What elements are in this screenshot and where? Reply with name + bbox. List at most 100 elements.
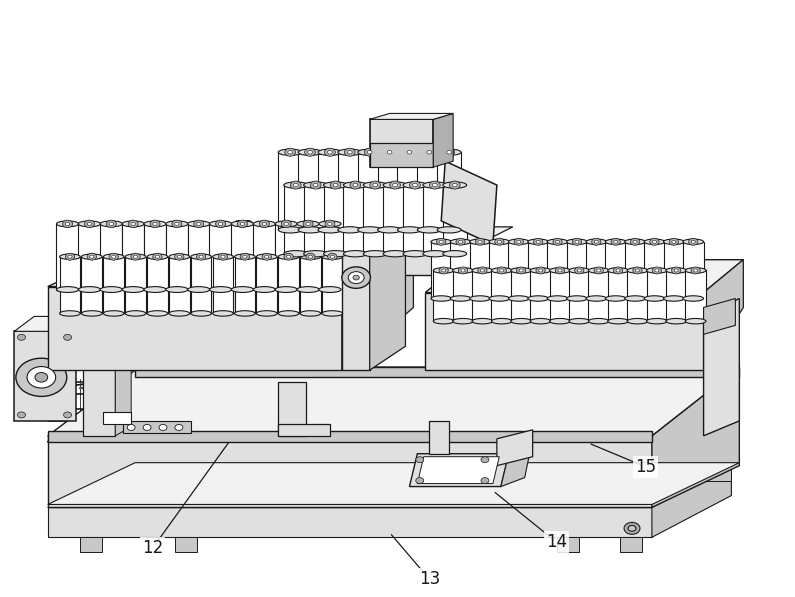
Circle shape <box>616 269 620 272</box>
Text: 22: 22 <box>235 219 255 237</box>
Circle shape <box>65 222 70 226</box>
Bar <box>322 257 343 313</box>
Circle shape <box>413 183 417 187</box>
Text: 11: 11 <box>60 309 80 327</box>
Circle shape <box>456 238 465 245</box>
Polygon shape <box>48 431 652 442</box>
Bar <box>297 224 319 290</box>
Polygon shape <box>409 454 509 487</box>
Circle shape <box>215 220 226 227</box>
Bar <box>450 242 471 298</box>
Circle shape <box>533 238 543 245</box>
Circle shape <box>693 269 698 272</box>
Circle shape <box>594 267 603 274</box>
Ellipse shape <box>605 296 626 301</box>
Polygon shape <box>48 466 731 507</box>
Circle shape <box>328 253 337 260</box>
Ellipse shape <box>528 296 549 301</box>
Ellipse shape <box>318 149 342 155</box>
Bar <box>607 270 628 321</box>
Circle shape <box>475 238 485 245</box>
Circle shape <box>131 222 135 226</box>
Circle shape <box>306 222 310 226</box>
Bar <box>586 242 607 298</box>
Ellipse shape <box>605 239 626 245</box>
Circle shape <box>553 238 562 245</box>
Bar <box>423 185 447 254</box>
Circle shape <box>672 240 676 244</box>
Bar <box>567 242 588 298</box>
Circle shape <box>242 255 247 259</box>
Circle shape <box>480 269 484 272</box>
Ellipse shape <box>363 251 387 257</box>
Polygon shape <box>342 227 370 370</box>
Circle shape <box>536 240 541 244</box>
Bar <box>685 270 706 321</box>
Ellipse shape <box>343 182 367 188</box>
Circle shape <box>364 148 375 156</box>
Circle shape <box>517 240 521 244</box>
Ellipse shape <box>644 239 665 245</box>
Circle shape <box>444 148 455 156</box>
Circle shape <box>407 150 412 154</box>
Bar <box>472 270 493 321</box>
Circle shape <box>109 222 114 226</box>
Circle shape <box>111 255 116 259</box>
Bar <box>443 185 467 254</box>
Polygon shape <box>123 421 191 433</box>
Ellipse shape <box>588 267 609 273</box>
Ellipse shape <box>437 227 461 233</box>
Circle shape <box>672 267 681 274</box>
Circle shape <box>652 267 661 274</box>
Ellipse shape <box>586 239 607 245</box>
Circle shape <box>514 238 523 245</box>
Circle shape <box>556 240 560 244</box>
Circle shape <box>591 238 601 245</box>
Ellipse shape <box>125 254 145 260</box>
Ellipse shape <box>511 318 532 324</box>
Ellipse shape <box>298 227 322 233</box>
Bar <box>627 270 648 321</box>
Circle shape <box>536 267 545 274</box>
Ellipse shape <box>363 182 387 188</box>
Bar <box>103 257 124 313</box>
Ellipse shape <box>78 221 100 227</box>
Ellipse shape <box>256 254 277 260</box>
Circle shape <box>175 253 184 260</box>
Bar <box>549 270 570 321</box>
Ellipse shape <box>683 239 704 245</box>
Circle shape <box>64 334 72 340</box>
Bar <box>509 242 529 298</box>
Ellipse shape <box>191 254 211 260</box>
Circle shape <box>87 253 96 260</box>
Bar <box>147 257 168 313</box>
Bar <box>644 242 665 298</box>
Bar <box>304 185 328 254</box>
Circle shape <box>439 267 448 274</box>
Ellipse shape <box>209 221 232 227</box>
Bar <box>683 242 704 298</box>
Circle shape <box>353 275 359 280</box>
Circle shape <box>196 253 206 260</box>
Circle shape <box>416 478 424 484</box>
Text: 24: 24 <box>57 237 78 255</box>
Circle shape <box>240 253 250 260</box>
Circle shape <box>461 269 465 272</box>
Circle shape <box>153 222 157 226</box>
Ellipse shape <box>423 182 447 188</box>
Polygon shape <box>704 260 743 370</box>
Polygon shape <box>425 293 704 370</box>
Circle shape <box>325 220 335 227</box>
Polygon shape <box>652 367 739 507</box>
Bar <box>56 224 79 290</box>
Polygon shape <box>14 331 76 421</box>
Polygon shape <box>48 463 739 504</box>
Circle shape <box>290 181 301 189</box>
Ellipse shape <box>256 310 277 316</box>
Circle shape <box>330 255 335 259</box>
Bar <box>253 224 275 290</box>
Ellipse shape <box>646 318 667 324</box>
Ellipse shape <box>417 227 441 233</box>
Circle shape <box>333 183 338 187</box>
Ellipse shape <box>398 149 421 155</box>
